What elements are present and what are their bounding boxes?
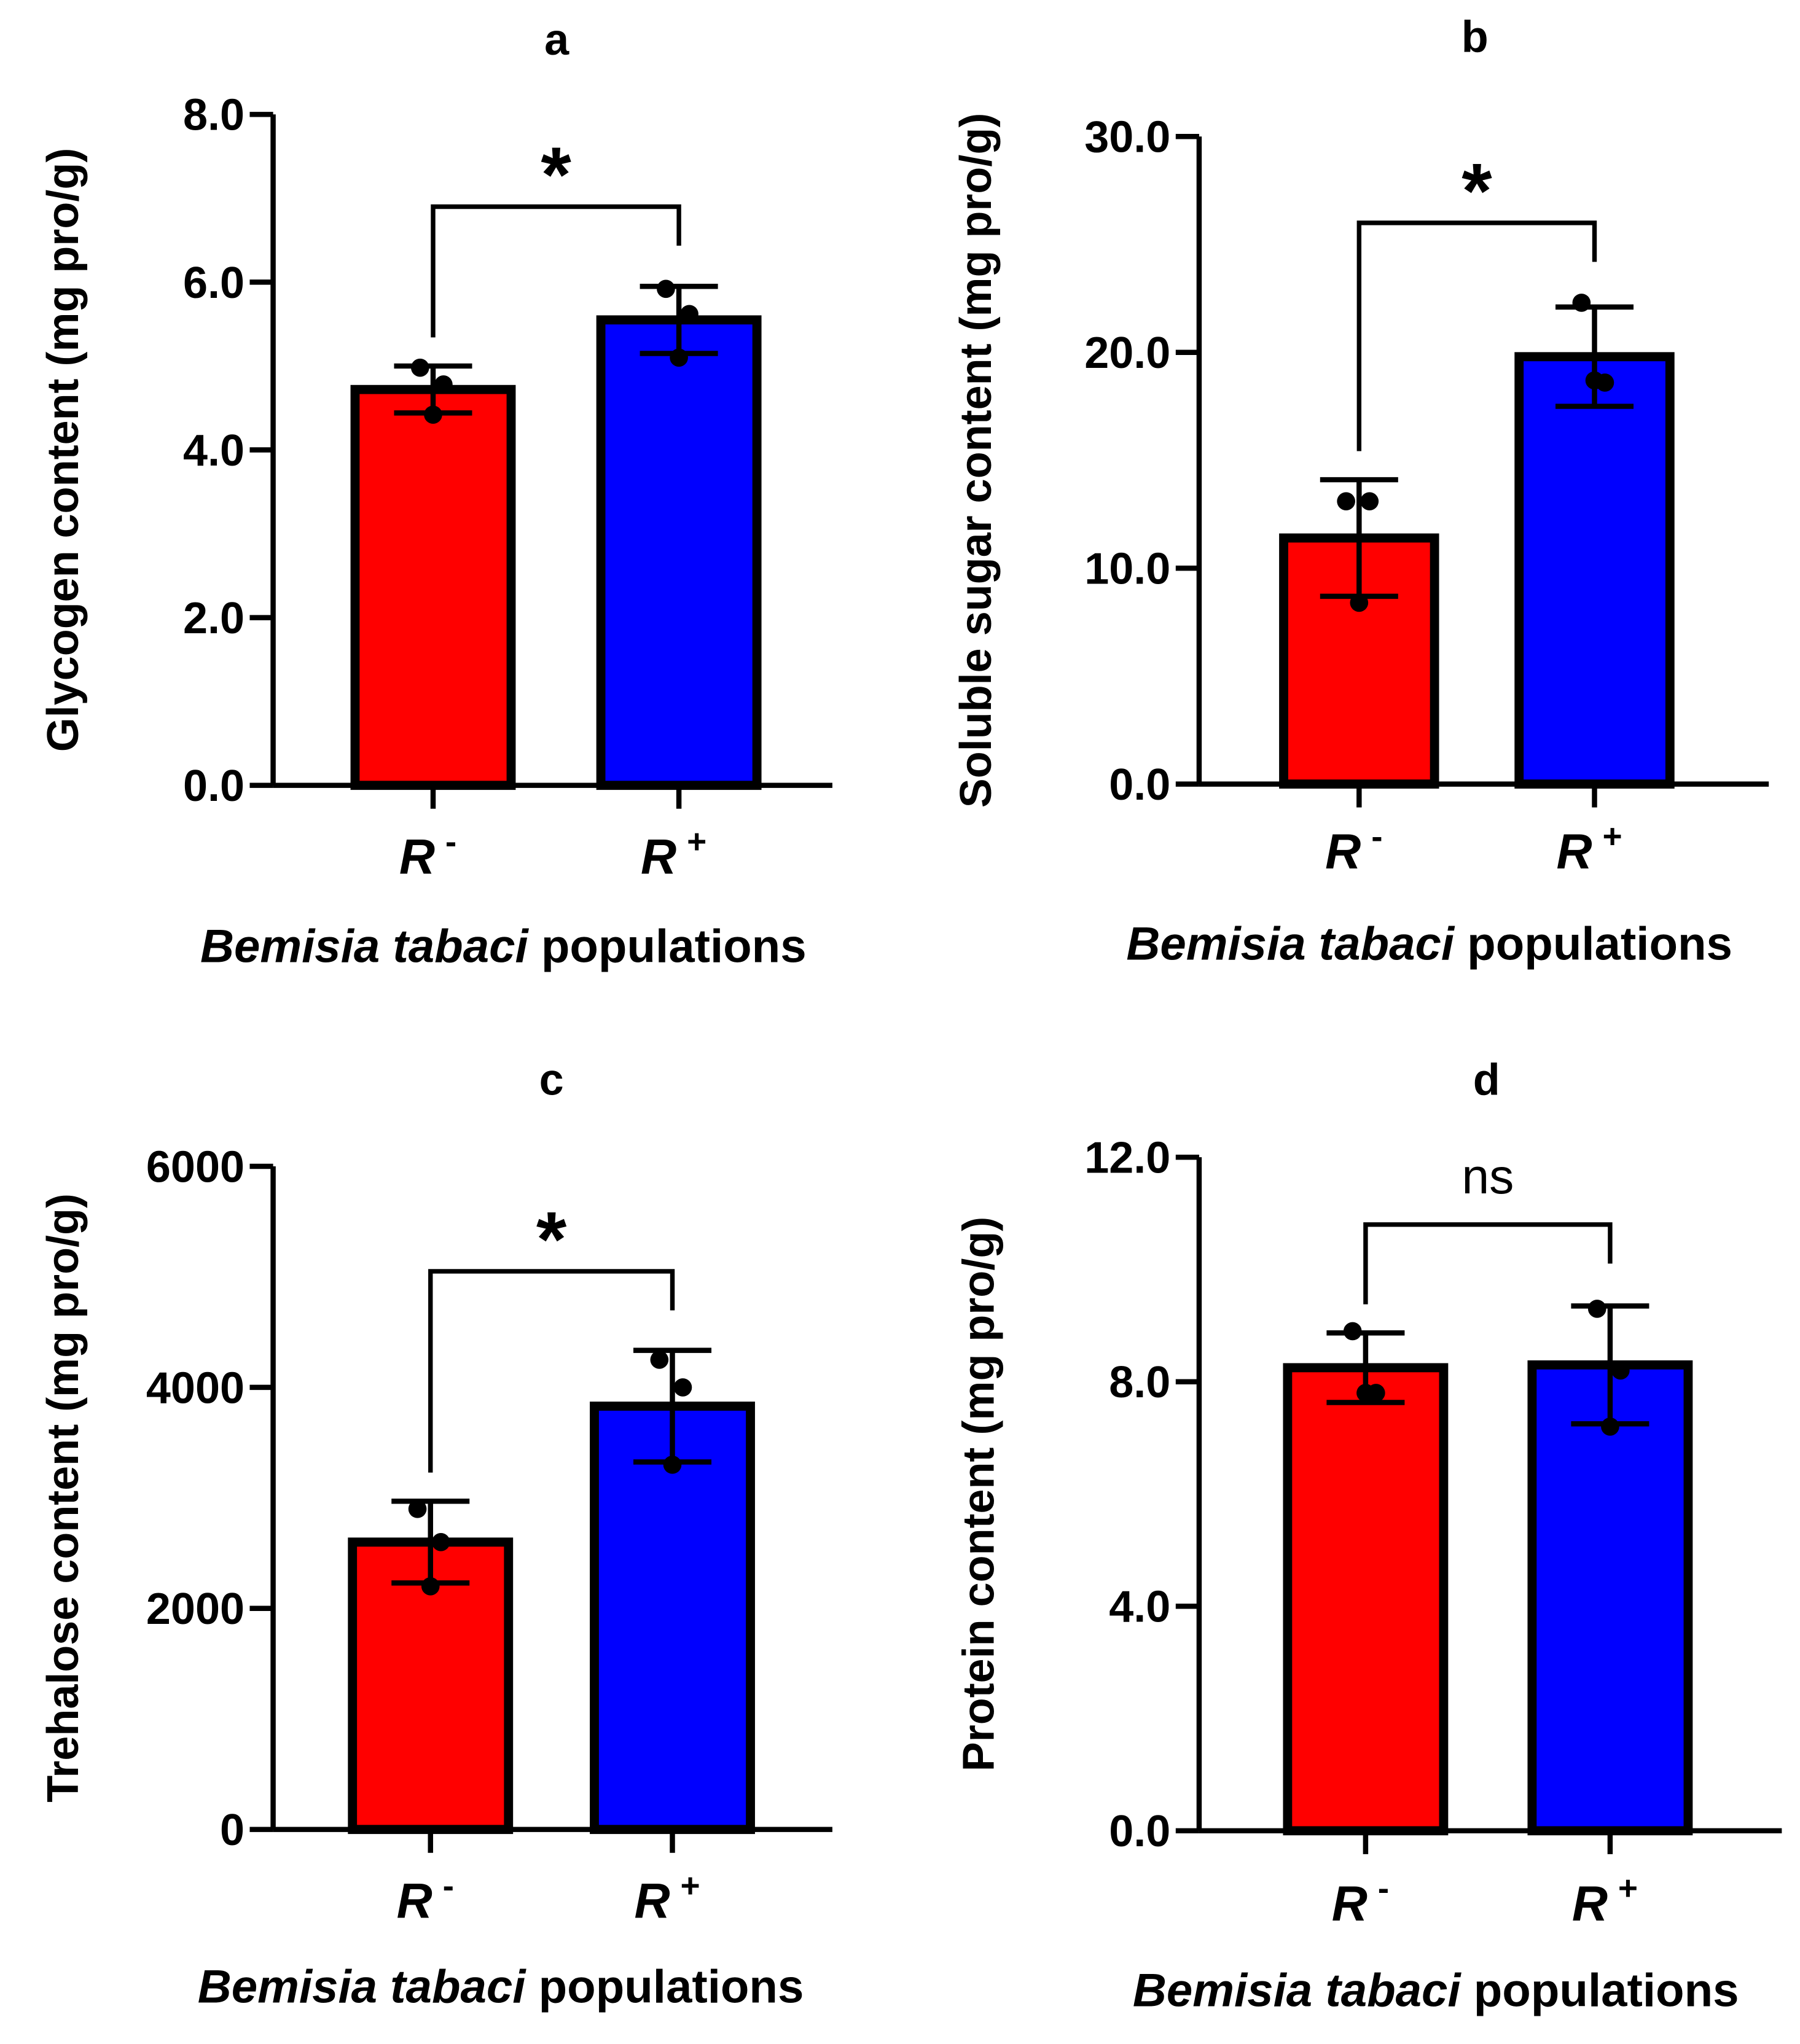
y-tick-label: 20.0 xyxy=(1084,329,1170,378)
data-point xyxy=(1360,492,1379,511)
bar-r-plus xyxy=(1527,1360,1693,1836)
significance-bracket xyxy=(1363,1222,1613,1305)
superscript: - xyxy=(1378,1869,1389,1907)
y-tick-label: 6000 xyxy=(146,1142,245,1192)
y-tick-label: 10.0 xyxy=(1084,545,1170,594)
panel-b: b 0.0 10.0 20.0 30.0 Soluble sugar content (m… xyxy=(952,13,1769,970)
significance-label: * xyxy=(1462,147,1492,234)
data-point xyxy=(663,1456,682,1474)
panel-label: b xyxy=(1462,13,1489,62)
data-point xyxy=(670,348,688,367)
superscript: + xyxy=(680,1867,700,1905)
y-tick-label: 0.0 xyxy=(183,762,245,811)
y-tick-label: 2.0 xyxy=(183,594,245,643)
superscript: + xyxy=(1602,817,1622,855)
y-tick-label: 4.0 xyxy=(1109,1583,1170,1632)
x-axis-label: Bemisia tabaci populations xyxy=(1133,1965,1739,2017)
superscript: - xyxy=(443,1867,454,1905)
data-point xyxy=(673,1378,692,1397)
y-axis-label: Glycogen content (mg pro/g) xyxy=(39,148,88,752)
data-point xyxy=(1356,1384,1375,1402)
x-tick-label: R- xyxy=(397,1867,454,1929)
y-axis-label: Soluble sugar content (mg pro/g) xyxy=(952,113,1001,808)
data-point xyxy=(408,1500,427,1518)
data-point xyxy=(1601,1418,1619,1436)
data-point xyxy=(424,405,442,424)
data-point xyxy=(1337,492,1355,511)
data-point xyxy=(410,358,429,377)
y-tick-label: 8.0 xyxy=(1109,1358,1170,1407)
data-point xyxy=(680,305,698,324)
panel-a: a 0.0 2.0 4.0 6.0 8.0 Glycogen content (mg pro… xyxy=(39,15,832,973)
y-tick-label: 0.0 xyxy=(1109,760,1170,809)
x-tick-label: R + xyxy=(1572,1869,1638,1932)
data-point xyxy=(1350,593,1369,612)
data-point xyxy=(434,375,453,394)
bar-r-plus xyxy=(590,1402,755,1835)
data-point xyxy=(1572,294,1591,312)
y-tick-label: 4000 xyxy=(146,1363,245,1413)
x-axis-label-rest: populations xyxy=(528,921,807,973)
x-tick-label: R + xyxy=(634,1867,700,1929)
panel-c: c 0 2000 4000 6000 Trehalose content (mg pro/… xyxy=(39,1056,832,2013)
x-tick-label: R + xyxy=(641,822,706,885)
x-tick-label: R + xyxy=(1556,817,1622,880)
y-tick-label: 4.0 xyxy=(183,426,245,475)
x-axis-label-rest: populations xyxy=(1454,918,1732,970)
x-axis-label-italic: Bemisia tabaci xyxy=(1126,918,1455,970)
significance-label: ns xyxy=(1462,1149,1514,1204)
y-tick-label: 0 xyxy=(220,1806,245,1855)
x-axis-label: Bemisia tabaci populations xyxy=(198,1960,804,2013)
y-tick-label: 12.0 xyxy=(1084,1134,1170,1183)
y-tick-label: 0.0 xyxy=(1109,1807,1170,1856)
data-point xyxy=(1343,1322,1362,1341)
panel-label: a xyxy=(544,15,569,64)
panel-d: d 0.0 4.0 8.0 12.0 Protein content (mg pro/g)… xyxy=(954,1056,1782,2017)
y-axis-label: Trehalose content (mg pro/g) xyxy=(39,1193,88,1803)
x-axis-label-rest: populations xyxy=(1461,1965,1739,2017)
x-axis-label: Bemisia tabaci populations xyxy=(200,921,807,973)
x-axis-label-italic: Bemisia tabaci xyxy=(1133,1965,1462,2017)
superscript: - xyxy=(445,822,456,860)
bar-r-plus xyxy=(596,315,762,790)
panel-label: c xyxy=(539,1056,564,1105)
data-point xyxy=(657,279,675,298)
significance-label: * xyxy=(541,131,571,218)
y-axis-label: Protein content (mg pro/g) xyxy=(954,1217,1003,1772)
significance-bracket xyxy=(428,1269,675,1473)
y-tick-label: 2000 xyxy=(146,1585,245,1634)
y-tick-label: 30.0 xyxy=(1084,113,1170,162)
data-point xyxy=(1585,371,1604,390)
x-tick-label: R- xyxy=(399,822,456,885)
y-tick-label: 6.0 xyxy=(183,259,245,308)
superscript: - xyxy=(1371,817,1382,855)
superscript: + xyxy=(687,822,706,860)
x-axis-label-italic: Bemisia tabaci xyxy=(200,921,530,973)
data-point xyxy=(421,1577,440,1596)
bar-r-minus xyxy=(1283,1363,1449,1836)
x-axis-label: Bemisia tabaci populations xyxy=(1126,918,1732,970)
panel-label: d xyxy=(1473,1056,1500,1105)
data-point xyxy=(650,1351,669,1369)
data-point xyxy=(431,1533,450,1551)
y-tick-label: 8.0 xyxy=(183,91,245,140)
bar-r-minus xyxy=(350,384,516,790)
superscript: + xyxy=(1618,1869,1638,1907)
x-tick-label: R- xyxy=(1325,817,1382,880)
significance-bracket xyxy=(431,204,681,338)
bar-r-plus xyxy=(1514,352,1675,789)
x-tick-label: R- xyxy=(1332,1869,1389,1932)
significance-bracket xyxy=(1356,220,1597,451)
x-axis-label-italic: Bemisia tabaci xyxy=(198,1960,527,2013)
x-axis-label-rest: populations xyxy=(525,1960,804,2013)
data-point xyxy=(1587,1300,1606,1318)
significance-label: * xyxy=(536,1195,567,1282)
data-point xyxy=(1611,1361,1630,1380)
